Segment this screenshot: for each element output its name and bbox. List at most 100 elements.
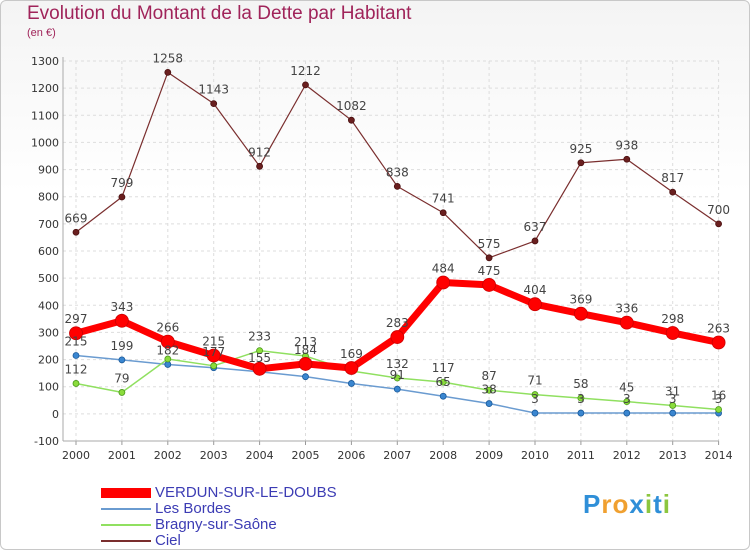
data-point-bragny-sur-sa-ne <box>118 389 126 396</box>
logo-letter: x <box>629 489 645 519</box>
data-label-les-bordes: 38 <box>481 383 496 397</box>
axes-layer: -100 0 100 200 300 400 500 600 700 800 900 1000 1100… <box>31 55 733 462</box>
data-label-les-bordes: 155 <box>248 351 271 365</box>
logo-letter: i <box>662 489 671 519</box>
data-label-verdun-sur-le-doubs: 298 <box>661 312 684 326</box>
data-label-les-bordes: 3 <box>715 392 723 406</box>
data-point-bragny-sur-sa-ne <box>669 402 677 409</box>
x-tick-label: 2014 <box>705 449 733 462</box>
data-point-bragny-sur-sa-ne <box>393 374 401 382</box>
series-layer <box>69 69 726 417</box>
data-point-ciel <box>577 159 585 167</box>
data-point-bragny-sur-sa-ne <box>715 406 722 413</box>
data-label-bragny-sur-sa-ne: 79 <box>114 371 129 385</box>
y-tick-label: 600 <box>38 245 59 258</box>
x-tick-label: 2008 <box>429 449 457 462</box>
data-point-ciel <box>72 228 80 236</box>
data-label-ciel: 1082 <box>336 99 367 113</box>
data-point-bragny-sur-sa-ne <box>439 378 447 386</box>
data-label-ciel: 575 <box>478 237 501 251</box>
data-label-bragny-sur-sa-ne: 87 <box>481 369 496 383</box>
data-label-bragny-sur-sa-ne: 132 <box>386 357 409 371</box>
data-label-verdun-sur-le-doubs: 297 <box>65 312 88 326</box>
data-point-verdun-sur-le-doubs <box>436 275 451 290</box>
legend-label-ciel: Ciel <box>155 532 181 549</box>
data-point-ciel <box>210 100 218 108</box>
data-label-ciel: 700 <box>707 203 730 217</box>
legend-swatch-bragny <box>101 524 151 526</box>
data-point-bragny-sur-sa-ne <box>531 391 539 398</box>
legend-item-bragny[interactable]: Bragny-sur-Saône <box>101 516 361 533</box>
data-point-ciel <box>485 254 493 262</box>
y-tick-label: 1200 <box>31 82 59 95</box>
data-label-ciel: 1258 <box>153 51 184 65</box>
data-point-verdun-sur-le-doubs <box>252 361 267 376</box>
y-tick-label: 1300 <box>31 55 59 68</box>
data-label-verdun-sur-le-doubs: 283 <box>386 316 409 330</box>
data-label-ciel: 817 <box>661 171 684 185</box>
legend-item-ciel[interactable]: Ciel <box>101 532 361 549</box>
legend-item-les-bordes[interactable]: Les Bordes <box>101 500 361 517</box>
data-point-verdun-sur-le-doubs <box>528 297 542 312</box>
data-label-ciel: 1212 <box>290 64 321 78</box>
data-point-verdun-sur-le-doubs <box>298 357 313 371</box>
logo-letter: t <box>653 489 663 519</box>
x-tick-label: 2013 <box>659 449 687 462</box>
data-label-les-bordes: 199 <box>110 339 133 353</box>
x-tick-label: 2011 <box>567 449 595 462</box>
data-point-les-bordes <box>439 392 447 400</box>
x-tick-label: 2006 <box>337 449 365 462</box>
data-label-bragny-sur-sa-ne: 58 <box>573 377 588 391</box>
legend-label-verdun: VERDUN-SUR-LE-DOUBS <box>155 484 337 501</box>
data-label-les-bordes: 3 <box>577 392 585 406</box>
proxiti-logo: Proxiti <box>583 489 671 520</box>
logo-letter: r <box>601 489 613 519</box>
legend-item-verdun[interactable]: VERDUN-SUR-LE-DOUBS <box>101 484 361 501</box>
data-point-verdun-sur-le-doubs <box>482 278 497 292</box>
data-point-ciel <box>164 69 172 76</box>
data-point-verdun-sur-le-doubs <box>115 313 129 328</box>
data-point-bragny-sur-sa-ne <box>164 355 172 363</box>
logo-letter: P <box>583 489 602 519</box>
data-label-ciel: 637 <box>524 220 547 234</box>
data-point-les-bordes <box>118 356 126 364</box>
y-tick-label: 800 <box>38 191 59 204</box>
y-tick-label: 0 <box>52 408 59 421</box>
data-point-verdun-sur-le-doubs <box>574 306 588 321</box>
y-tick-label: 200 <box>38 354 59 367</box>
data-point-ciel <box>347 116 355 124</box>
data-label-les-bordes: 215 <box>65 335 88 349</box>
data-label-verdun-sur-le-doubs: 369 <box>569 293 592 307</box>
x-tick-label: 2003 <box>200 449 228 462</box>
data-point-les-bordes <box>577 409 585 417</box>
data-label-verdun-sur-le-doubs: 475 <box>478 264 501 278</box>
x-tick-label: 2010 <box>521 449 549 462</box>
data-point-verdun-sur-le-doubs <box>390 330 405 344</box>
data-point-bragny-sur-sa-ne <box>72 380 80 387</box>
data-label-ciel: 925 <box>569 142 592 156</box>
data-label-layer: 669 799 1258 1143 912 1212 1082 838 741 575 637 925… <box>65 51 731 406</box>
chart-title: Evolution du Montant de la Dette par Hab… <box>27 3 412 24</box>
data-label-ciel: 669 <box>65 211 88 225</box>
data-label-ciel: 912 <box>248 145 271 159</box>
x-tick-label: 2009 <box>475 449 503 462</box>
y-tick-label: 400 <box>38 299 59 312</box>
data-label-les-bordes: 3 <box>669 392 677 406</box>
x-tick-label: 2012 <box>613 449 641 462</box>
legend-swatch-ciel <box>101 540 151 542</box>
data-label-ciel: 838 <box>386 165 409 179</box>
data-label-verdun-sur-le-doubs: 184 <box>294 343 317 357</box>
y-tick-label: 100 <box>38 381 59 394</box>
data-point-les-bordes <box>669 409 677 417</box>
data-label-les-bordes: 65 <box>436 375 451 389</box>
data-point-bragny-sur-sa-ne <box>485 386 493 394</box>
legend-swatch-les-bordes <box>101 508 151 510</box>
y-tick-label: -100 <box>34 435 59 448</box>
data-point-verdun-sur-le-doubs <box>206 348 221 363</box>
data-point-ciel <box>623 155 631 163</box>
y-tick-label: 300 <box>38 326 59 339</box>
x-tick-label: 2000 <box>62 449 90 462</box>
data-point-bragny-sur-sa-ne <box>210 362 218 370</box>
data-label-les-bordes: 3 <box>623 392 631 406</box>
